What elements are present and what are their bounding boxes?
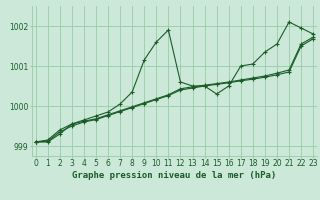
X-axis label: Graphe pression niveau de la mer (hPa): Graphe pression niveau de la mer (hPa) [72,171,276,180]
